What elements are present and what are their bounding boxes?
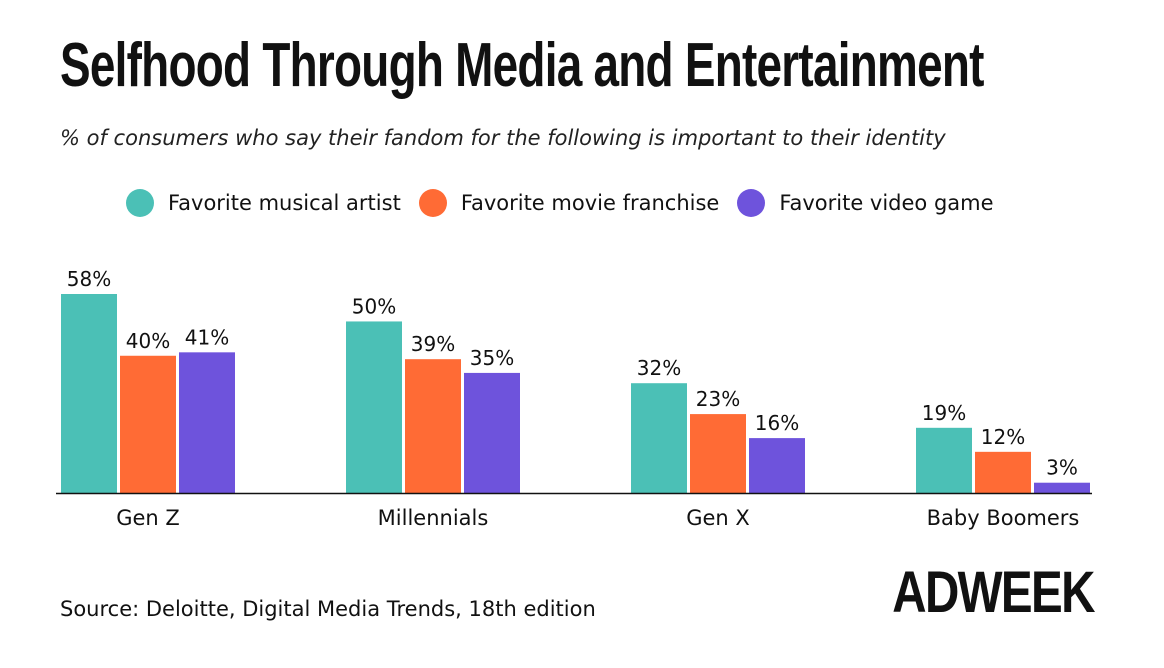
data-label-millennials-favorite-video-game: 35% bbox=[470, 346, 514, 370]
data-label-gen-x-favorite-musical-artist: 32% bbox=[637, 356, 681, 380]
legend-swatch-musical-artist bbox=[126, 189, 154, 217]
bar-gen-z-favorite-movie-franchise bbox=[120, 355, 176, 493]
bar-millennials-favorite-video-game bbox=[464, 372, 520, 493]
x-tick-label-millennials: Millennials bbox=[378, 506, 489, 530]
bar-gen-x-favorite-movie-franchise bbox=[690, 414, 746, 493]
bar-gen-z-favorite-musical-artist bbox=[61, 294, 117, 493]
x-tick-label-baby-boomers: Baby Boomers bbox=[927, 506, 1080, 530]
legend-item-video-game: Favorite video game bbox=[737, 188, 994, 218]
data-label-millennials-favorite-movie-franchise: 39% bbox=[411, 332, 455, 356]
data-label-gen-z-favorite-movie-franchise: 40% bbox=[126, 329, 170, 353]
x-tick-label-gen-z: Gen Z bbox=[116, 506, 180, 530]
legend-label-movie-franchise: Favorite movie franchise bbox=[460, 191, 720, 215]
data-label-baby-boomers-favorite-video-game: 3% bbox=[1046, 456, 1078, 480]
adweek-logo: ADWEEK bbox=[892, 560, 1095, 625]
data-label-gen-x-favorite-video-game: 16% bbox=[755, 411, 799, 435]
legend-swatch-video-game bbox=[737, 189, 766, 217]
bar-baby-boomers-favorite-movie-franchise bbox=[975, 451, 1031, 493]
legend-swatch-movie-franchise bbox=[418, 189, 447, 217]
data-label-gen-z-favorite-video-game: 41% bbox=[185, 325, 229, 349]
chart-title: Selfhood Through Media and Entertainment bbox=[60, 31, 984, 100]
x-tick-label-gen-x: Gen X bbox=[686, 506, 750, 530]
chart-subtitle: % of consumers who say their fandom for … bbox=[60, 126, 946, 150]
bar-baby-boomers-favorite-musical-artist bbox=[916, 427, 972, 493]
data-label-gen-x-favorite-movie-franchise: 23% bbox=[696, 387, 740, 411]
chart-legend: Favorite musical artist Favorite movie f… bbox=[126, 188, 1012, 218]
bar-gen-x-favorite-musical-artist bbox=[631, 383, 687, 493]
legend-item-movie-franchise: Favorite movie franchise bbox=[418, 188, 720, 218]
bar-gen-x-favorite-video-game bbox=[749, 438, 805, 493]
source-note: Source: Deloitte, Digital Media Trends, … bbox=[60, 597, 596, 621]
bar-gen-z-favorite-video-game bbox=[179, 352, 235, 493]
data-label-baby-boomers-favorite-musical-artist: 19% bbox=[922, 401, 966, 425]
data-label-gen-z-favorite-musical-artist: 58% bbox=[67, 267, 111, 291]
data-label-baby-boomers-favorite-movie-franchise: 12% bbox=[981, 425, 1025, 449]
bar-millennials-favorite-musical-artist bbox=[346, 321, 402, 493]
legend-label-video-game: Favorite video game bbox=[779, 191, 994, 215]
bar-millennials-favorite-movie-franchise bbox=[405, 359, 461, 493]
legend-item-musical-artist: Favorite musical artist bbox=[126, 188, 401, 218]
bar-baby-boomers-favorite-video-game bbox=[1034, 482, 1090, 493]
data-label-millennials-favorite-musical-artist: 50% bbox=[352, 294, 396, 318]
legend-label-musical-artist: Favorite musical artist bbox=[168, 191, 401, 215]
